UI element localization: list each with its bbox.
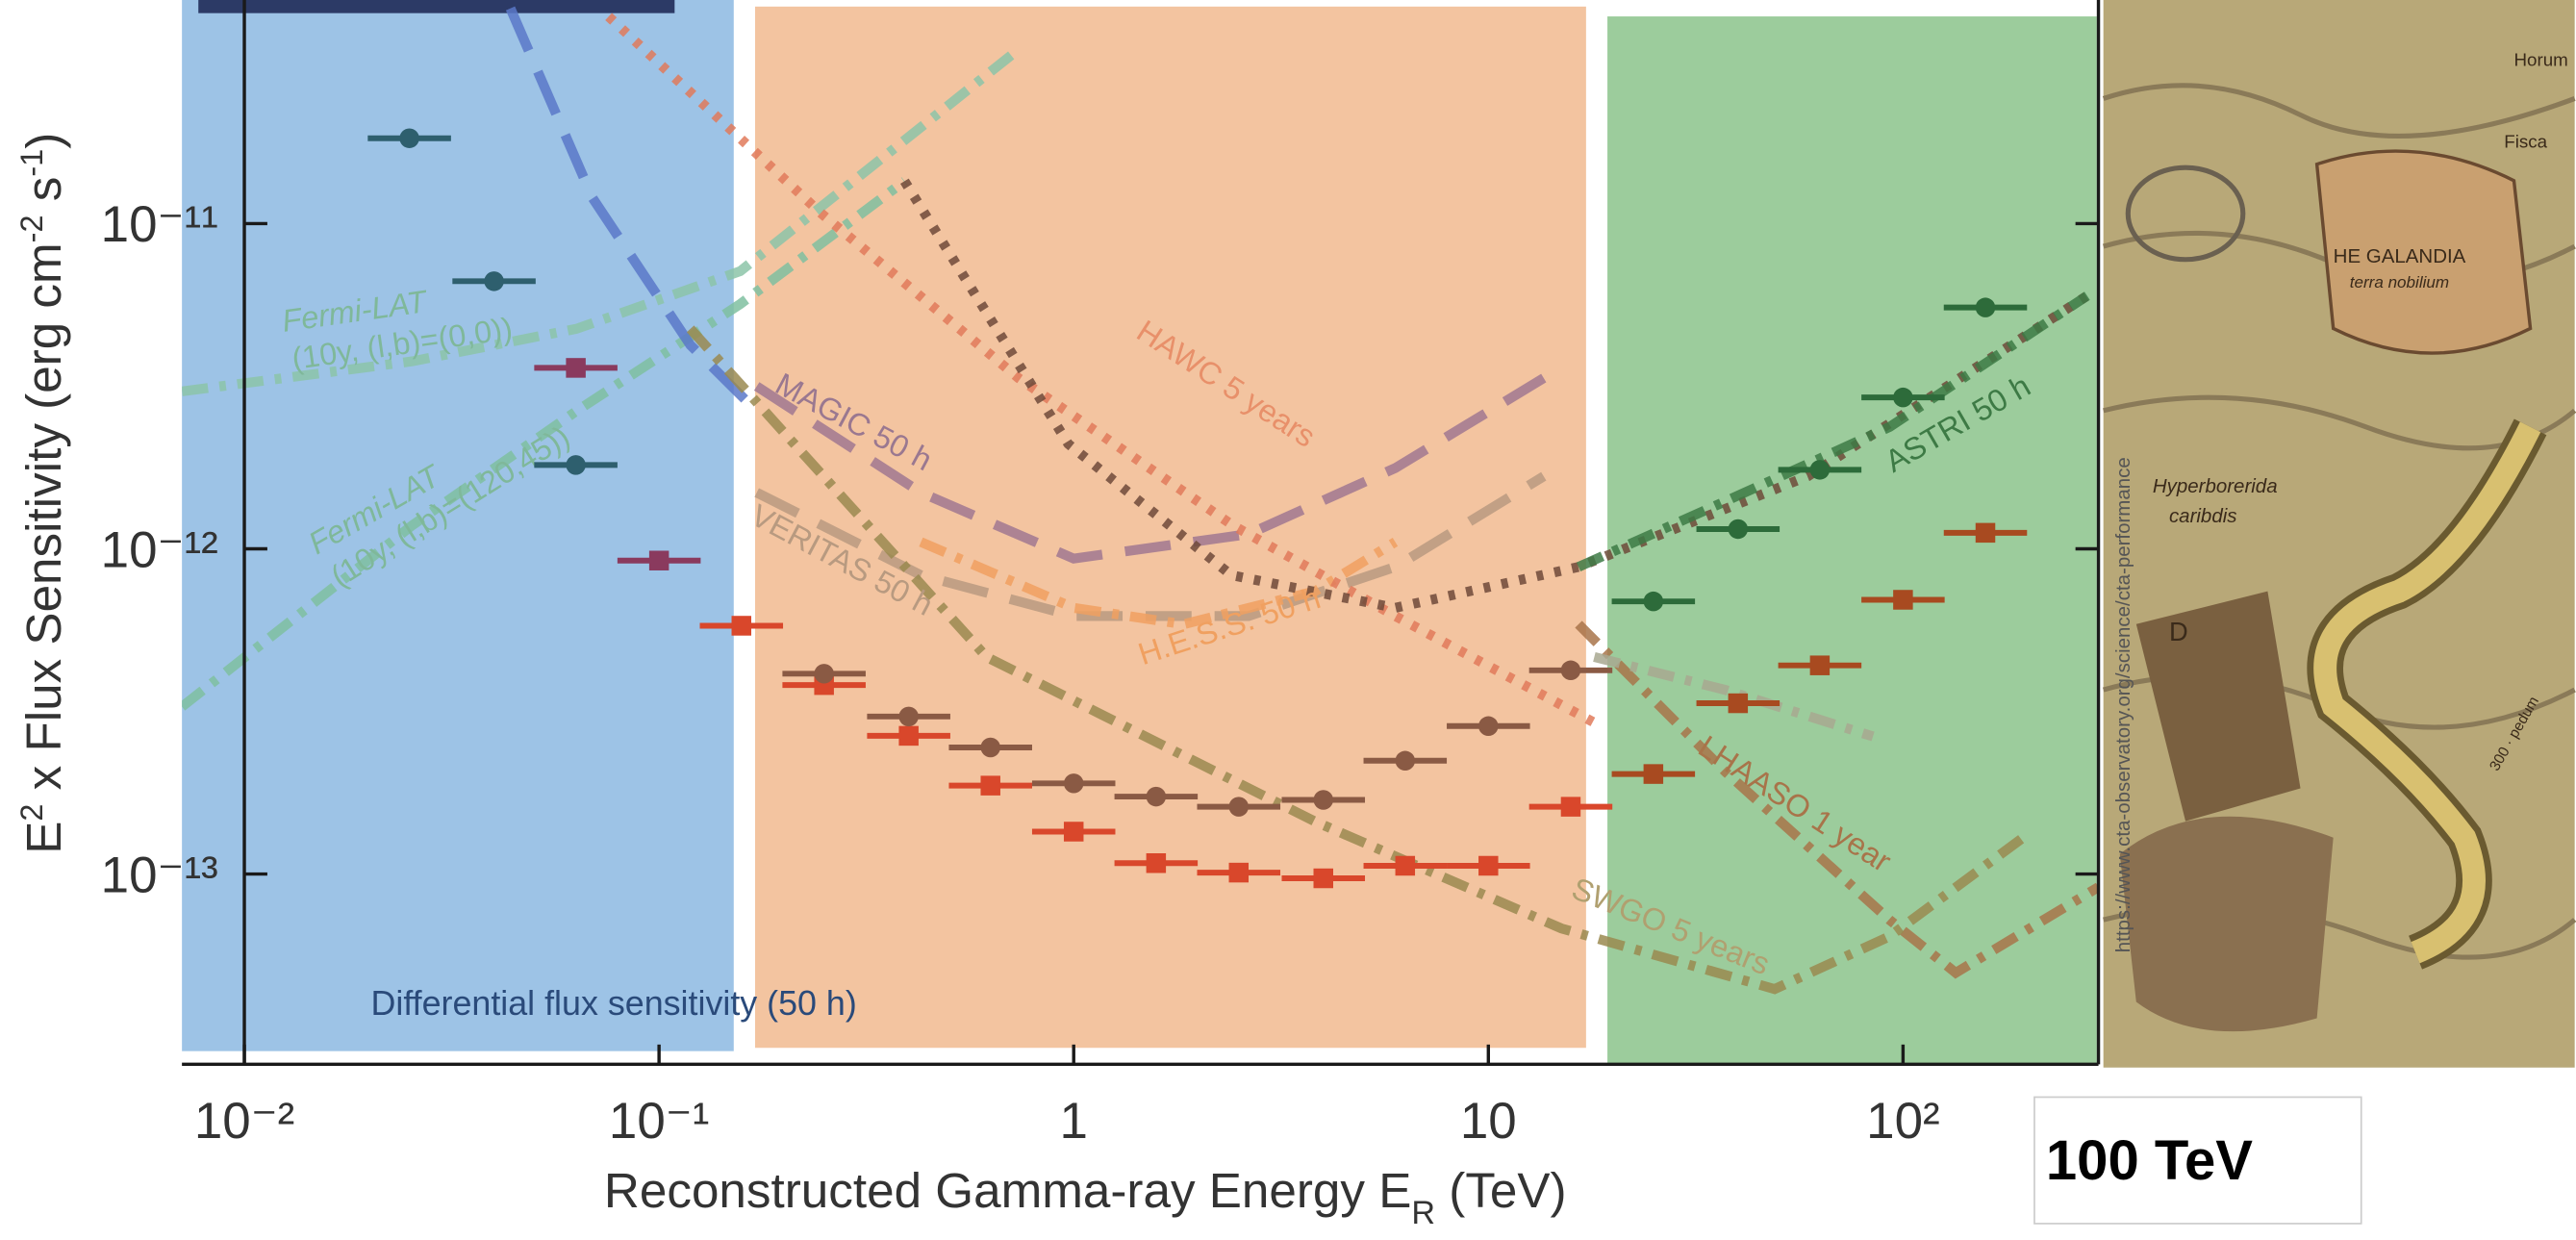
marker [1728, 693, 1749, 714]
marker [1643, 591, 1664, 612]
marker [1146, 786, 1167, 807]
marker [1560, 660, 1581, 681]
x-axis-title: Reconstructed Gamma-ray Energy ER (TeV) [604, 1163, 1567, 1231]
curve [605, 13, 1597, 727]
region-blue [182, 0, 734, 1051]
curve [1576, 291, 2090, 572]
marker [1893, 590, 1913, 610]
y-tick-label: 10⁻¹³ [101, 847, 218, 903]
marker [566, 358, 586, 378]
y-axis-title-part: s [16, 177, 71, 215]
marker [1146, 853, 1167, 873]
marker [1975, 297, 1996, 317]
marker [484, 271, 504, 291]
badge: 100 TeV [2046, 1129, 2253, 1192]
y-axis-title-part: ) [16, 133, 71, 149]
marker [1975, 522, 1996, 544]
x-tick-label: 1 [1059, 1093, 1087, 1150]
curve [754, 471, 1547, 621]
marker [1809, 460, 1831, 480]
marker [1643, 764, 1664, 784]
curve [1593, 651, 1875, 742]
curve [686, 325, 2026, 995]
x-tick-label: 10⁻² [194, 1093, 294, 1150]
x-axis-title-part: Reconstructed Gamma-ray Energy E [604, 1163, 1411, 1218]
curve [753, 373, 1547, 564]
marker [1893, 387, 1913, 408]
marker [1809, 655, 1831, 675]
region-green [1607, 16, 2097, 1065]
curve [505, 6, 761, 415]
y-axis-title: E2 x Flux Sensitivity (erg cm-2 s-1) [14, 133, 71, 854]
marker [1728, 519, 1749, 540]
marker [731, 616, 752, 636]
marker [1395, 750, 1416, 772]
axes [182, 0, 2101, 1067]
marker [898, 725, 919, 747]
marker [898, 706, 919, 727]
map-label: terra nobilium [2350, 273, 2449, 291]
y-tick-label: 10⁻¹² [101, 521, 218, 578]
marker [1395, 855, 1416, 876]
marker [980, 775, 1000, 796]
x-axis-title-part: (TeV) [1435, 1163, 1567, 1218]
curve [182, 45, 1023, 396]
x-tick-label: 10² [1866, 1093, 1939, 1150]
x-tick-label: 10 [1460, 1093, 1517, 1150]
x-tick-label: 10⁻¹ [609, 1093, 709, 1150]
map-label: HE GALANDIA [2334, 245, 2466, 267]
marker [1313, 868, 1333, 889]
map-label: D [2169, 617, 2188, 646]
y-axis-title-part: -1 [14, 149, 49, 177]
y-axis-title-part: E [16, 822, 71, 854]
y-tick-label: 10⁻¹¹ [101, 196, 218, 253]
marker [1313, 790, 1333, 810]
marker [1478, 855, 1499, 876]
curve [900, 178, 2090, 614]
marker [1560, 797, 1581, 817]
y-axis-title-part: x Flux Sensitivity (erg cm [16, 242, 71, 803]
top-bar [198, 0, 675, 13]
x-axis-title-part: R [1411, 1195, 1435, 1231]
marker [1063, 822, 1084, 842]
marker [648, 550, 669, 570]
map-image: HE GALANDIA terra nobilium Hyperborerida… [2102, 0, 2576, 1068]
badge-box [2033, 1096, 2362, 1225]
map-label: Hyperborerida [2153, 475, 2278, 497]
map-label: Horum [2513, 49, 2567, 69]
marker [1478, 716, 1499, 737]
marker [1063, 773, 1084, 794]
y-axis-title-part: 2 [14, 804, 49, 822]
marker [1228, 862, 1250, 883]
marker [980, 737, 1000, 758]
marker [814, 664, 834, 684]
marker [399, 128, 419, 148]
marker [566, 455, 586, 475]
y-axis-title-part: -2 [14, 215, 49, 242]
curve [1575, 620, 2099, 979]
marker [1228, 797, 1250, 817]
annotation: Differential flux sensitivity (50 h) [370, 984, 856, 1023]
map-label: caribdis [2169, 505, 2237, 527]
map-label: Fisca [2504, 132, 2547, 152]
url: https://www.cta-observatory.org/science/… [2112, 457, 2134, 952]
